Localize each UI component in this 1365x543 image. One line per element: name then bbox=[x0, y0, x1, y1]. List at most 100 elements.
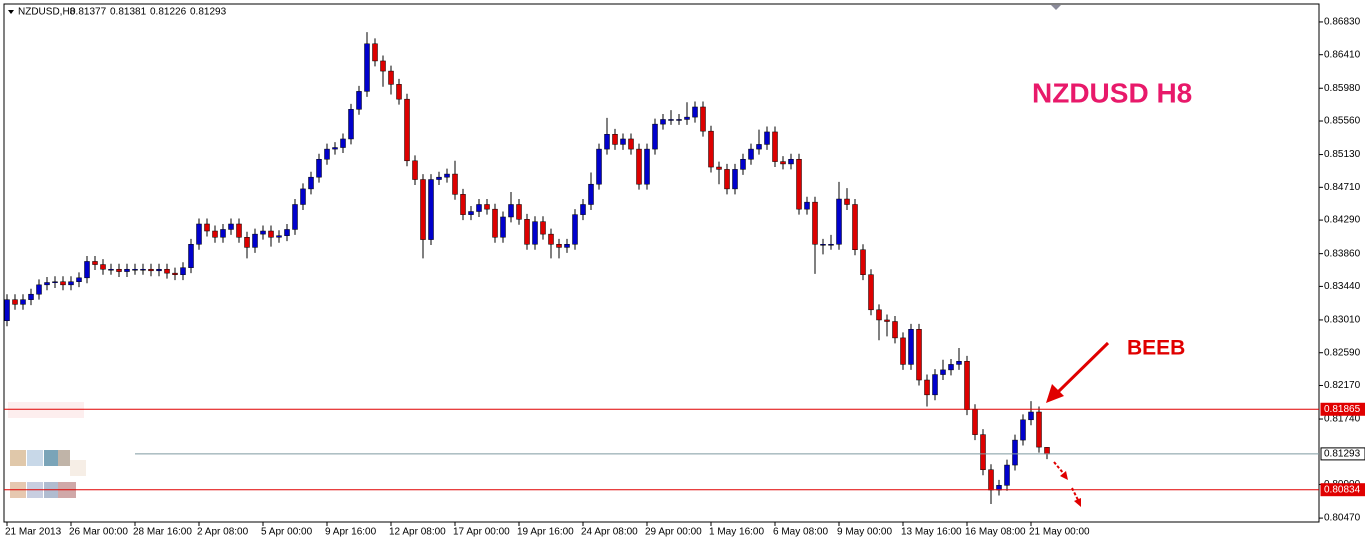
candle-body bbox=[292, 204, 298, 230]
annotation-label: BEEB bbox=[1127, 337, 1185, 360]
y-tick-label: 0.85130 bbox=[1324, 149, 1361, 160]
candle-body bbox=[556, 244, 562, 248]
candle-body bbox=[652, 123, 658, 150]
candle-body bbox=[364, 43, 370, 92]
x-tick-label: 19 Apr 16:00 bbox=[517, 527, 574, 538]
candle-body bbox=[244, 237, 250, 248]
candle-body bbox=[236, 223, 242, 238]
annotation-title: NZDUSD H8 bbox=[1032, 77, 1192, 108]
candle-body bbox=[580, 204, 586, 215]
candle-body bbox=[708, 130, 714, 168]
candle-body bbox=[876, 309, 882, 321]
candle-body bbox=[564, 244, 570, 248]
candle-body bbox=[372, 43, 378, 62]
candle-body bbox=[636, 148, 642, 185]
candle-body bbox=[308, 176, 314, 190]
candle-body bbox=[628, 138, 634, 150]
price-label: 0.80834 bbox=[1324, 484, 1361, 495]
candle-body bbox=[1028, 411, 1034, 421]
candle-body bbox=[4, 299, 10, 321]
candle-body bbox=[860, 249, 866, 275]
candle-body bbox=[900, 337, 906, 365]
price-label: 0.81293 bbox=[1324, 449, 1361, 460]
candle-body bbox=[532, 221, 538, 245]
candle-body bbox=[908, 329, 914, 365]
candle-body bbox=[684, 116, 690, 120]
candle-body bbox=[1036, 411, 1042, 448]
arrows bbox=[1046, 341, 1110, 507]
plot-frame bbox=[3, 3, 1320, 523]
y-tick-label: 0.82170 bbox=[1324, 380, 1361, 391]
candle-body bbox=[748, 148, 754, 160]
candle-body bbox=[108, 268, 114, 271]
candle-body bbox=[444, 173, 450, 178]
candle-body bbox=[300, 188, 306, 205]
y-tick-label: 0.83860 bbox=[1324, 248, 1361, 259]
candle-body bbox=[60, 281, 66, 286]
candle-body bbox=[284, 229, 290, 236]
candle-body bbox=[436, 176, 442, 180]
candle-body bbox=[644, 148, 650, 185]
candle-body bbox=[516, 204, 522, 220]
candle-body bbox=[764, 131, 770, 145]
candle-body bbox=[540, 221, 546, 235]
candle-body bbox=[164, 268, 170, 274]
candle-body bbox=[476, 204, 482, 212]
candle-body bbox=[148, 268, 154, 272]
candle-body bbox=[700, 106, 706, 132]
x-tick-label: 9 May 00:00 bbox=[837, 527, 892, 538]
candle-body bbox=[756, 144, 762, 150]
swatch bbox=[58, 450, 70, 466]
arrow-head bbox=[1074, 498, 1081, 507]
x-tick-label: 24 Apr 08:00 bbox=[581, 527, 638, 538]
x-tick-label: 17 Apr 00:00 bbox=[453, 527, 510, 538]
candle-body bbox=[1004, 464, 1010, 486]
candle-body bbox=[404, 98, 410, 162]
y-tick-label: 0.84290 bbox=[1324, 215, 1361, 226]
y-tick-label: 0.86410 bbox=[1324, 49, 1361, 60]
candle-body bbox=[316, 158, 322, 178]
candle-body bbox=[668, 119, 674, 121]
candle-body bbox=[132, 268, 138, 271]
x-tick-label: 12 Apr 08:00 bbox=[389, 527, 446, 538]
candle-body bbox=[92, 261, 98, 265]
candle-body bbox=[620, 138, 626, 145]
candle-body bbox=[260, 230, 266, 235]
menu-triangle[interactable] bbox=[8, 10, 14, 14]
price-label-box bbox=[1320, 447, 1365, 461]
candle-body bbox=[660, 119, 666, 125]
candle-body bbox=[84, 261, 90, 279]
marks: 0.86830 0.86410 0.85980 0.85560 0.85130 0.847… bbox=[4, 17, 1365, 538]
candle-body bbox=[44, 282, 50, 286]
candle-body bbox=[188, 244, 194, 268]
ohlc-close: 0.81293 bbox=[190, 7, 227, 18]
arrow-shaft bbox=[1053, 461, 1065, 475]
candle-body bbox=[228, 223, 234, 230]
y-tick-label: 0.82590 bbox=[1324, 347, 1361, 358]
candle-body bbox=[732, 169, 738, 190]
candle-body bbox=[980, 434, 986, 470]
candle-body bbox=[948, 364, 954, 371]
candle-body bbox=[1044, 447, 1050, 455]
candle-body bbox=[604, 134, 610, 150]
price-label-box bbox=[1320, 483, 1365, 497]
candle-body bbox=[196, 223, 202, 245]
arrow-shaft bbox=[1071, 487, 1079, 501]
candle-body bbox=[892, 321, 898, 339]
ohlc-low: 0.81226 bbox=[150, 7, 187, 18]
x-tick-label: 21 May 00:00 bbox=[1029, 527, 1090, 538]
y-tick-label: 0.83010 bbox=[1324, 315, 1361, 326]
candle-body bbox=[884, 319, 890, 322]
candle-body bbox=[276, 235, 282, 238]
x-tick-label: 21 Mar 2013 bbox=[5, 527, 62, 538]
candle-body bbox=[828, 244, 834, 246]
candle-body bbox=[844, 198, 850, 205]
candle-body bbox=[492, 208, 498, 238]
candle-body bbox=[508, 204, 514, 218]
candle-body bbox=[612, 134, 618, 145]
candle-body bbox=[204, 223, 210, 232]
candle-body bbox=[956, 361, 962, 365]
candle-body bbox=[468, 211, 474, 215]
